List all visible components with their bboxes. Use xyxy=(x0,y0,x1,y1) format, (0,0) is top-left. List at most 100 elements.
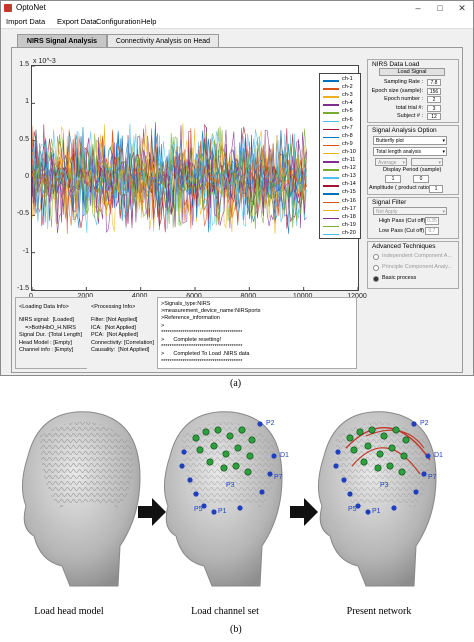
processing-info-line: Causality: [Not Applied] xyxy=(91,347,150,353)
radio-button[interactable] xyxy=(373,265,379,271)
series-line-ch-15 xyxy=(31,122,307,221)
detector-channel-marker xyxy=(179,463,185,469)
average-select[interactable]: Average ▾ xyxy=(375,158,407,166)
data-load-field-value[interactable]: 12 xyxy=(427,113,441,120)
menu-configuration[interactable]: Configuration xyxy=(96,17,141,26)
data-load-field-label: Epoch size (sample): xyxy=(371,87,423,94)
legend-swatch xyxy=(323,209,339,212)
legend-swatch xyxy=(323,161,339,163)
panel-header: Signal Filter xyxy=(372,199,407,206)
source-channel-marker xyxy=(220,464,228,472)
advanced-option-label: Basic process xyxy=(382,275,417,281)
legend-entry: ch-14 xyxy=(320,181,362,189)
source-channel-marker xyxy=(392,426,400,434)
data-load-field-value[interactable]: 2 xyxy=(427,96,441,103)
analysis-length-select[interactable]: Total length analysis ▾ xyxy=(373,147,447,156)
secondary-select[interactable]: ▾ xyxy=(411,158,443,166)
source-channel-marker xyxy=(232,462,240,470)
plot-type-value: Butterfly plot xyxy=(376,138,404,144)
source-channel-marker xyxy=(368,426,376,434)
data-load-field-value[interactable]: 3 xyxy=(427,104,441,112)
detector-channel-marker xyxy=(333,463,339,469)
filter-select[interactable]: Not Apply ▾ xyxy=(373,207,447,215)
chevron-down-icon: ▾ xyxy=(442,138,445,144)
data-load-field-value[interactable]: 156 xyxy=(427,87,441,95)
caption-a: (a) xyxy=(230,378,242,389)
load-signal-button[interactable]: Load Signal xyxy=(379,68,445,76)
log-line: > xyxy=(161,322,165,329)
legend-entry: ch-16 xyxy=(320,198,362,206)
source-channel-marker xyxy=(402,436,410,444)
channel-label: D1 xyxy=(434,452,443,459)
source-channel-marker xyxy=(222,450,230,458)
channel-label: P1 xyxy=(372,508,381,515)
source-channel-marker xyxy=(376,450,384,458)
caption-load-channel-set: Load channel set xyxy=(191,606,259,617)
legend-swatch xyxy=(323,233,339,236)
detector-channel-marker xyxy=(259,489,265,495)
legend-label: ch-4 xyxy=(342,100,353,107)
source-channel-marker xyxy=(400,452,408,460)
detector-channel-marker xyxy=(365,509,371,515)
loading-info-line: =>BothHbO_H.NIRS xyxy=(19,324,76,331)
y-tick-label: 1.5 xyxy=(19,61,29,68)
detector-channel-marker xyxy=(193,491,199,497)
chart-legend: ch-1 ch-2 ch-3 ch-4 ch-5 ch-6 ch-7 ch-8 ch-9 ch-1… xyxy=(319,73,361,239)
legend-entry: ch-1 xyxy=(320,76,362,84)
legend-entry: ch-17 xyxy=(320,206,362,214)
legend-entry: ch-9 xyxy=(320,141,362,149)
detector-channel-marker xyxy=(347,491,353,497)
legend-swatch xyxy=(323,217,339,220)
y-exponent-label: x 10^-3 xyxy=(33,58,56,65)
low-pass-field[interactable]: 0.7 xyxy=(425,227,439,235)
radio-button[interactable] xyxy=(373,254,379,260)
legend-label: ch-13 xyxy=(342,173,356,180)
data-load-field-value[interactable]: 7.8 xyxy=(427,79,441,86)
chevron-down-icon: ▾ xyxy=(442,209,445,215)
source-channel-marker xyxy=(350,446,358,454)
legend-swatch xyxy=(323,136,339,139)
series-line-ch-20 xyxy=(31,130,307,227)
period-from-field[interactable]: 1 xyxy=(385,175,401,183)
high-pass-field[interactable]: 0.35 xyxy=(425,217,439,225)
source-channel-marker xyxy=(386,462,394,470)
chevron-down-icon: ▾ xyxy=(442,149,445,155)
menu-export-data[interactable]: Export Data xyxy=(57,17,97,26)
period-to-field[interactable]: 0 xyxy=(413,175,429,183)
legend-entry: ch-11 xyxy=(320,157,362,165)
legend-entry: ch-20 xyxy=(320,230,362,238)
menu-help[interactable]: Help xyxy=(141,17,157,26)
y-tick-label: 1 xyxy=(25,98,29,106)
app-icon xyxy=(4,4,12,12)
loading-info-line: Head Model : [Empty] xyxy=(19,339,72,346)
channel-label: P7 xyxy=(428,474,437,481)
channel-label: P2 xyxy=(266,420,275,427)
maximize-icon[interactable]: □ xyxy=(437,3,443,13)
detector-channel-marker xyxy=(257,421,263,427)
close-icon[interactable]: ✕ xyxy=(458,3,466,13)
signal-filter-panel: Signal Filter xyxy=(367,197,459,239)
channel-label: P3 xyxy=(380,482,389,489)
legend-label: ch-20 xyxy=(342,229,356,236)
menu-import-data[interactable]: Import Data xyxy=(6,17,46,26)
legend-swatch xyxy=(323,185,339,187)
channel-label: P5 xyxy=(348,506,357,513)
minimize-icon[interactable]: – xyxy=(415,3,421,13)
advanced-techniques-panel: Advanced Techniques xyxy=(367,241,459,289)
plot-type-select[interactable]: Butterfly plot ▾ xyxy=(373,136,447,145)
detector-channel-marker xyxy=(201,503,207,509)
source-channel-marker xyxy=(244,468,252,476)
tab-nirs-signal-analysis[interactable]: NIRS Signal Analysis xyxy=(17,34,107,47)
log-console[interactable] xyxy=(157,297,357,369)
amplitude-field[interactable]: 1 xyxy=(429,185,443,193)
signal-plot xyxy=(31,65,359,291)
channel-label: P5 xyxy=(194,506,203,513)
high-pass-label: High Pass (Cut off) xyxy=(379,218,426,224)
legend-swatch xyxy=(323,169,339,171)
radio-button[interactable] xyxy=(373,276,379,282)
tab-connectivity-analysis[interactable]: Connectivity Analysis on Head Model xyxy=(107,34,219,58)
menu-bar: Import Data Export Data Configuration He… xyxy=(1,15,473,29)
source-channel-marker xyxy=(346,434,354,442)
log-line: ************************************** xyxy=(161,344,243,351)
source-channel-marker xyxy=(364,442,372,450)
